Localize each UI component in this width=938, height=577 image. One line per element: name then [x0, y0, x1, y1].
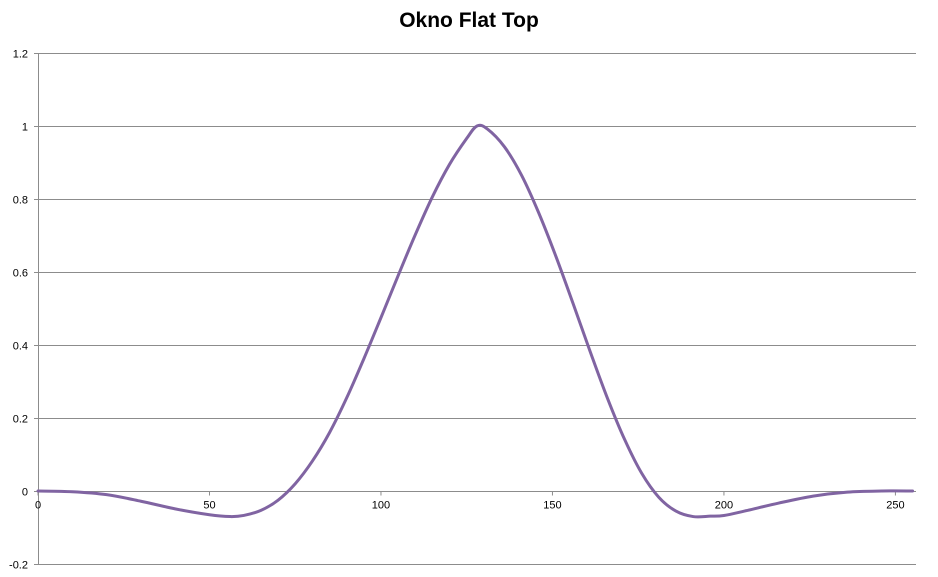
y-tick-label: 0.4 — [13, 341, 28, 353]
y-tick-labels: -0.2 0 0.2 0.4 0.6 0.8 1 1.2 — [9, 49, 28, 572]
x-tick-label: 100 — [372, 500, 390, 512]
grid — [38, 53, 916, 565]
y-tick-label: 0.6 — [13, 268, 28, 280]
x-tick-label: 200 — [715, 500, 733, 512]
x-tick-label: 0 — [35, 500, 41, 512]
y-tick-label: 0 — [22, 487, 28, 499]
y-tick-label: -0.2 — [9, 560, 28, 572]
y-tick-label: 1.2 — [13, 49, 28, 61]
series — [36, 123, 915, 519]
y-tick-label: 0.2 — [13, 414, 28, 426]
y-tick-label: 1 — [22, 122, 28, 134]
x-tick-label: 50 — [203, 500, 215, 512]
x-tick-labels: 0 50 100 150 200 250 — [35, 500, 905, 512]
x-tick-label: 150 — [543, 500, 561, 512]
axes — [34, 53, 916, 565]
y-tick-label: 0.8 — [13, 195, 28, 207]
x-tick-label: 250 — [886, 500, 904, 512]
series-line — [36, 123, 915, 519]
chart-title: Okno Flat Top — [399, 9, 539, 32]
